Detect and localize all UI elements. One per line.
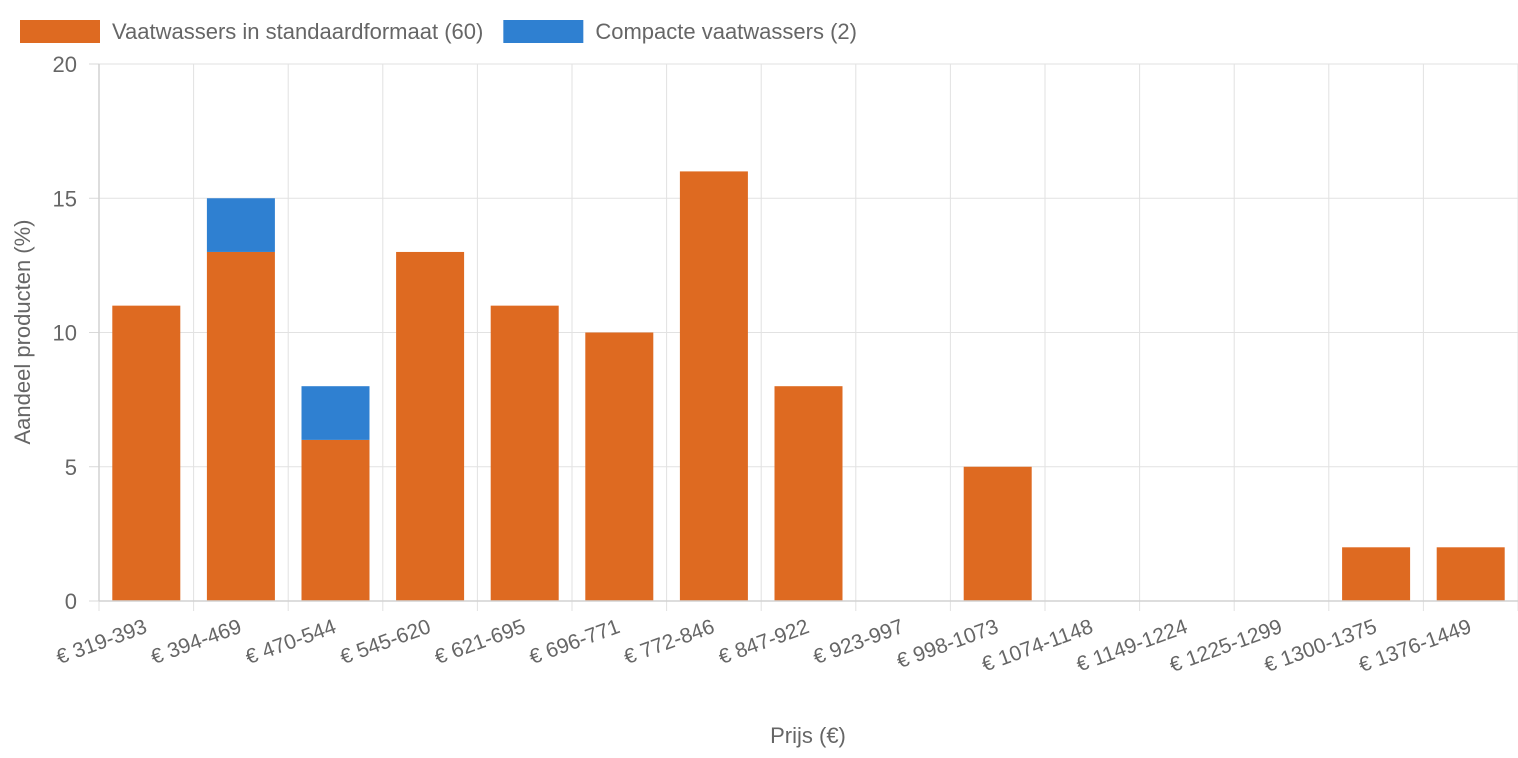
x-tick-label: € 621-695 [432, 615, 529, 669]
y-tick-labels: 0 5 10 15 20 [53, 52, 77, 614]
bar-series2-3[interactable] [301, 386, 370, 440]
bar-series1-5[interactable] [490, 305, 559, 601]
x-tick-label: € 394-469 [148, 615, 245, 669]
y-tick-label: 15 [53, 186, 77, 211]
x-tick-labels: € 319-393€ 394-469€ 470-544€ 545-620€ 62… [53, 615, 1474, 677]
bar-series1-6[interactable] [585, 332, 654, 602]
grid-lines [98, 63, 1518, 611]
y-axis-title: Aandeel producten (%) [10, 219, 35, 444]
x-tick-label: € 545-620 [337, 615, 434, 669]
legend-swatch-1[interactable] [20, 20, 100, 43]
legend[interactable]: Vaatwassers in standaardformaat (60) Comp… [20, 19, 857, 44]
y-tick-label: 10 [53, 321, 77, 346]
axes [89, 63, 1518, 602]
bar-series1-8[interactable] [774, 386, 843, 601]
bar-series1-15[interactable] [1436, 547, 1505, 601]
bar-series1-1[interactable] [112, 305, 181, 601]
y-tick-label: 5 [65, 455, 77, 480]
x-axis-title: Prijs (€) [770, 723, 846, 748]
y-tick-label: 20 [53, 52, 77, 77]
bars [112, 171, 1505, 602]
bar-series1-7[interactable] [679, 171, 748, 601]
bar-series2-2[interactable] [206, 198, 275, 252]
y-tick-label: 0 [65, 589, 77, 614]
bar-series1-3[interactable] [301, 439, 370, 601]
x-tick-label: € 847-922 [715, 615, 812, 669]
bar-series1-2[interactable] [206, 251, 275, 601]
x-tick-label: € 470-544 [242, 615, 339, 669]
legend-swatch-2[interactable] [503, 20, 584, 43]
x-tick-label: € 696-771 [526, 615, 623, 669]
x-tick-label: € 923-997 [810, 615, 907, 669]
x-tick-label: € 772-846 [621, 615, 718, 669]
x-tick-label: € 319-393 [53, 615, 150, 669]
legend-label-2[interactable]: Compacte vaatwassers (2) [595, 19, 857, 44]
bar-series1-14[interactable] [1342, 547, 1411, 601]
legend-label-1[interactable]: Vaatwassers in standaardformaat (60) [112, 19, 483, 44]
bar-series1-4[interactable] [396, 251, 465, 601]
bar-series1-10[interactable] [963, 466, 1032, 601]
